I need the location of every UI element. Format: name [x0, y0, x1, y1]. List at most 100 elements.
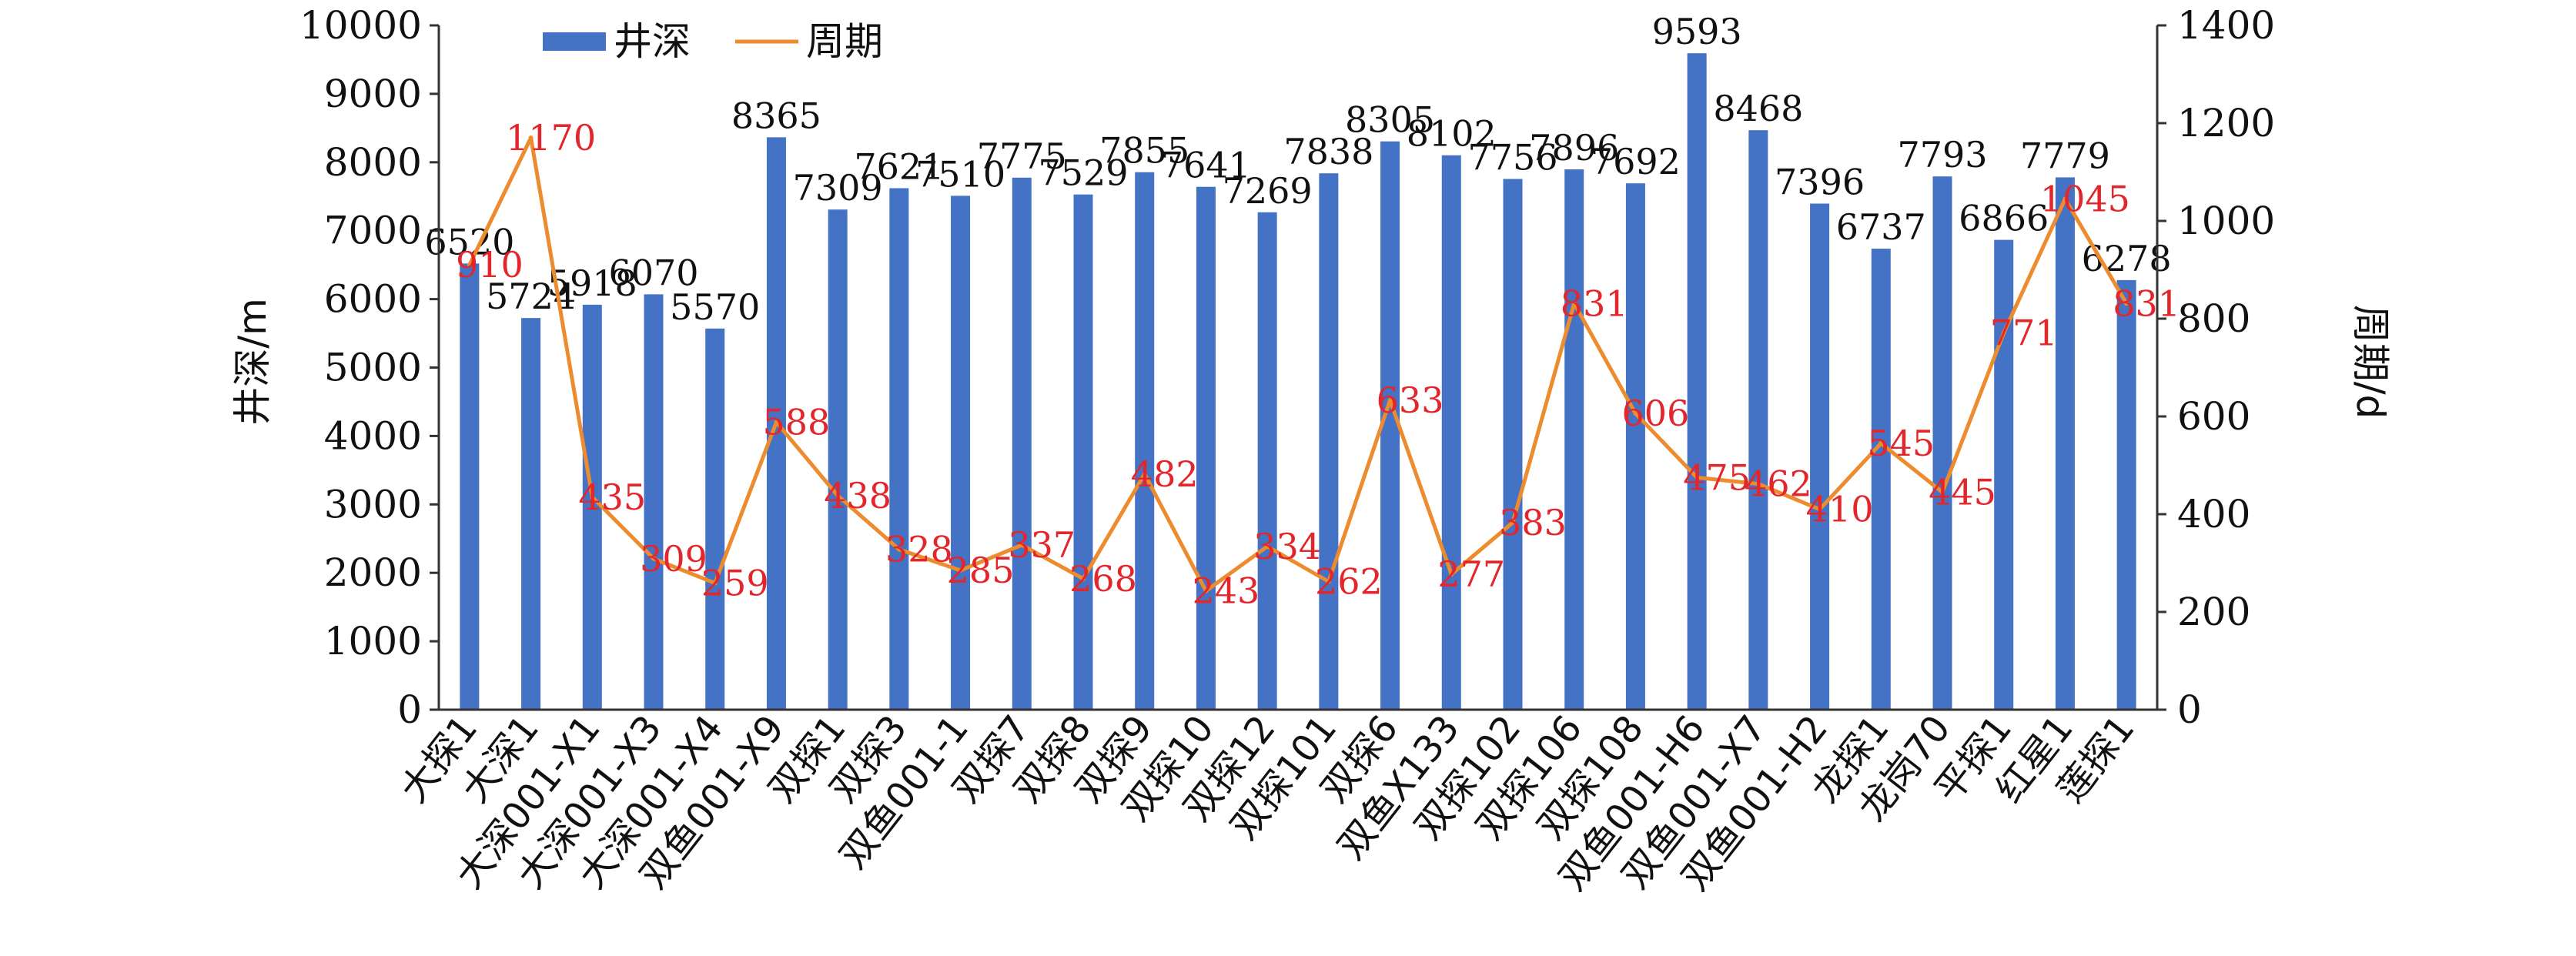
bar-value-label: 7510: [915, 153, 1005, 195]
right-tick-label: 200: [2177, 590, 2250, 634]
bar: [1994, 239, 2014, 710]
bar: [1932, 176, 1952, 710]
bar: [828, 209, 848, 710]
bar: [2055, 177, 2075, 710]
axes: [437, 25, 2159, 711]
line-point: [835, 493, 841, 498]
line-value-label: 334: [1253, 526, 1321, 567]
bar: [460, 263, 480, 710]
line-point: [958, 568, 963, 573]
line-value-label: 771: [1990, 312, 2058, 353]
left-tick-label: 0: [397, 687, 422, 732]
left-tick-label: 1000: [324, 619, 422, 664]
bar-value-label: 7641: [1161, 145, 1251, 186]
bar-value-label: 6070: [608, 252, 698, 293]
line-value-label: 1045: [2040, 178, 2130, 219]
line-value-label: 285: [947, 550, 1015, 591]
line-value-label: 545: [1867, 423, 1935, 464]
left-tick-label: 7000: [324, 209, 422, 253]
line-value-label: 606: [1622, 393, 1690, 434]
line-value-label: 438: [824, 475, 892, 516]
right-tick-label: 800: [2177, 296, 2250, 341]
bar: [1073, 194, 1093, 710]
bar-value-label: 8468: [1713, 88, 1803, 129]
line-point: [774, 420, 779, 425]
line-point: [1387, 398, 1393, 403]
line-value-label: 337: [1008, 524, 1076, 566]
left-tick-label: 2000: [324, 550, 422, 595]
bar: [1810, 203, 1830, 710]
left-tick-label: 8000: [324, 140, 422, 185]
line-point: [1694, 475, 1700, 480]
bar-value-label: 7779: [2020, 135, 2110, 176]
line-value-label: 268: [1069, 558, 1137, 600]
bar: [2116, 279, 2136, 710]
line-point: [712, 580, 718, 586]
line-point: [1203, 588, 1209, 593]
line-point: [651, 556, 656, 561]
right-tick-label: 600: [2177, 394, 2250, 439]
bar: [1871, 249, 1891, 710]
line-point: [1142, 471, 1147, 476]
left-tick-label: 4000: [324, 413, 422, 458]
line-point: [1878, 440, 1884, 446]
bar-value-label: 7756: [1467, 136, 1557, 178]
right-axis-ticks: 0 200 400 600 800 1000 1200 1400: [2157, 3, 2275, 732]
bar-value-label: 8102: [1407, 113, 1497, 155]
left-tick-label: 10000: [299, 3, 422, 48]
line-value-label: 383: [1499, 502, 1567, 543]
bar: [1012, 177, 1032, 710]
bar: [1687, 53, 1707, 710]
bar-value-label: 8305: [1345, 99, 1435, 141]
right-axis-title: 周期/d: [2348, 305, 2393, 420]
bar: [1135, 172, 1155, 710]
right-tick-label: 1000: [2177, 199, 2275, 243]
line-point: [1265, 543, 1270, 549]
line-point: [590, 494, 595, 500]
bar-value-label: 7692: [1591, 141, 1681, 182]
line-point: [1940, 490, 1945, 495]
line-value-label: 1170: [506, 117, 596, 159]
legend-bar-swatch: [543, 32, 606, 51]
bar: [582, 304, 602, 710]
line-point: [1449, 572, 1454, 577]
line-value-label: 445: [1929, 471, 1996, 513]
line-value-label: 277: [1437, 553, 1505, 595]
bar-value-label: 7309: [793, 167, 883, 209]
right-tick-label: 1400: [2177, 3, 2275, 48]
left-tick-label: 3000: [324, 482, 422, 526]
line-point: [1326, 579, 1331, 584]
line-series: [467, 135, 2129, 593]
bar-value-label: 5918: [547, 262, 637, 304]
right-tick-label: 0: [2177, 687, 2202, 732]
bar: [1257, 212, 1277, 710]
bar: [889, 188, 909, 710]
bar-value-label: 7855: [1099, 130, 1189, 172]
right-tick-label: 1200: [2177, 101, 2275, 145]
line-point: [2062, 196, 2068, 202]
line-point: [1510, 520, 1515, 525]
line-point: [2124, 301, 2129, 306]
line-value-label: 410: [1806, 489, 1874, 530]
line-value-label: 243: [1193, 570, 1260, 612]
category-labels: 大探1大深1大深001-X1大深001-X3大深001-X4双鱼001-X9双探…: [392, 707, 2143, 898]
bar-value-label: 7621: [854, 145, 944, 187]
bar: [705, 328, 725, 710]
bar-value-label: 7896: [1529, 127, 1619, 169]
bar: [1625, 183, 1645, 710]
line-value-label: 831: [2113, 282, 2180, 324]
bar: [1748, 130, 1768, 710]
left-axis-ticks: 0 1000 2000 3000 4000 5000 6000 7000 8000 9000 100…: [299, 3, 439, 732]
line-value-label: 259: [701, 563, 769, 604]
right-tick-label: 400: [2177, 492, 2250, 536]
line-point: [1755, 481, 1761, 486]
bar: [1503, 179, 1523, 710]
line-point: [1081, 576, 1086, 581]
bar: [1196, 186, 1216, 710]
line-point: [528, 135, 534, 141]
line-value-label: 633: [1377, 379, 1444, 421]
legend-bar-label: 井深: [614, 19, 691, 64]
line-value-label: 262: [1315, 561, 1383, 603]
bar-value-label: 7775: [977, 135, 1067, 177]
